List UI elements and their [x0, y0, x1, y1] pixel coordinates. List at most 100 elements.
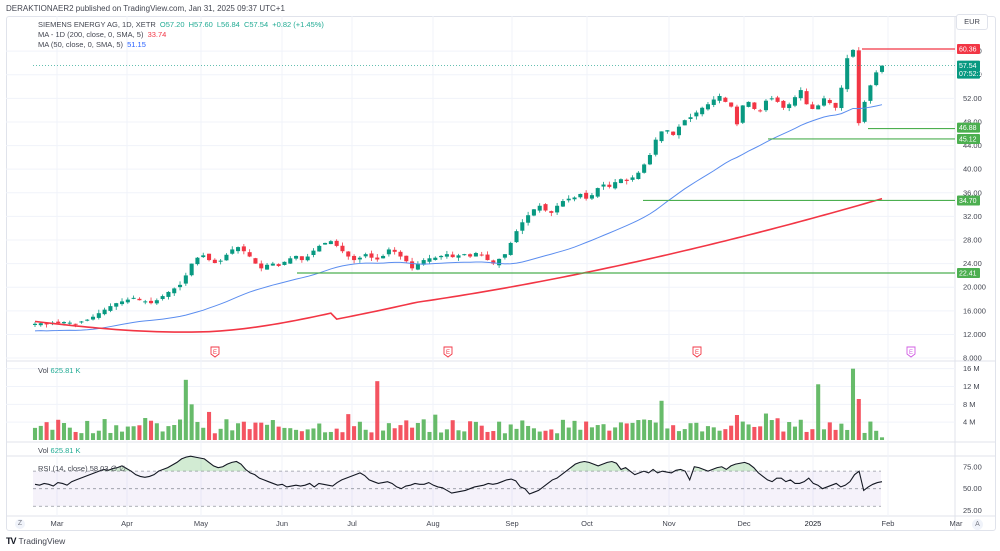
- auto-scale-button[interactable]: A: [972, 519, 983, 530]
- candle-body: [607, 184, 612, 187]
- brand-name: TradingView: [18, 536, 66, 546]
- volume-bar: [850, 368, 856, 440]
- earnings-marker-icon[interactable]: E: [443, 346, 453, 358]
- x-tick-label: Dec: [737, 519, 751, 528]
- candle-body: [479, 254, 484, 256]
- ohlc-change: +0.82 (+1.45%): [272, 20, 324, 29]
- volume-bar: [462, 431, 467, 440]
- candle-body: [537, 205, 542, 211]
- candle-body: [821, 98, 827, 106]
- price-label-support: 34.70: [957, 195, 980, 206]
- volume-bar: [270, 420, 275, 440]
- volume-legend-2[interactable]: Vol 625.81 K: [38, 446, 81, 455]
- rsi-tick-label: 75.00: [963, 462, 982, 471]
- candle-body: [618, 179, 623, 184]
- rsi-legend[interactable]: RSI (14, close) 58.03 ∅ ∅: [38, 464, 126, 473]
- volume-bar: [108, 432, 113, 440]
- volume-bar: [659, 400, 664, 440]
- volume-bar: [502, 433, 507, 440]
- candle-body: [166, 291, 171, 297]
- svg-text:22.41: 22.41: [959, 271, 977, 278]
- volume-bar: [119, 431, 125, 440]
- x-tick-label: Aug: [426, 519, 439, 528]
- candle-body: [543, 204, 548, 211]
- rsi-tick-label: 25.00: [963, 506, 982, 515]
- volume-bar: [607, 430, 612, 440]
- earnings-marker-icon[interactable]: E: [906, 346, 916, 358]
- price-label-support: 46.88: [957, 122, 980, 133]
- price-label-support: 45.12: [957, 133, 980, 144]
- ma50-legend[interactable]: MA (50, close, 0, SMA, 5) 51.15: [38, 40, 148, 49]
- x-tick-label: Jun: [276, 519, 288, 528]
- candle-body: [230, 249, 235, 254]
- tradingview-logo-icon: TV: [6, 536, 16, 546]
- x-tick-label: May: [194, 519, 208, 528]
- candle-body: [601, 184, 606, 187]
- x-tick-label: Nov: [662, 519, 676, 528]
- earnings-marker-icon[interactable]: E: [692, 346, 702, 358]
- currency-selector[interactable]: EUR: [956, 14, 988, 30]
- candle-body: [398, 251, 403, 257]
- candle-body: [189, 263, 194, 276]
- x-tick-label: 2025: [805, 519, 822, 528]
- earnings-marker-icon[interactable]: E: [210, 346, 220, 358]
- candle-body: [305, 256, 310, 261]
- volume-label-2: Vol: [38, 446, 49, 455]
- candle-body: [352, 255, 357, 261]
- volume-legend[interactable]: Vol 625.81 K: [38, 366, 81, 375]
- candle-body: [572, 197, 577, 200]
- volume-bar: [874, 430, 879, 440]
- ohlc-low: L56.84: [216, 20, 240, 29]
- candle-body: [468, 254, 473, 257]
- ma50-value: 51.15: [127, 40, 146, 49]
- candle-body: [201, 255, 206, 258]
- ma200-legend[interactable]: MA - 1D (200, close, 0, SMA, 5) 33.74: [38, 30, 168, 39]
- candle-body: [241, 246, 246, 252]
- candle-body: [334, 240, 339, 246]
- publisher-line: DERAKTIONAER2 published on TradingView.c…: [6, 4, 285, 13]
- candle-body: [299, 256, 304, 261]
- volume-bar: [758, 426, 763, 440]
- symbol-name[interactable]: SIEMENS ENERGY AG, 1D, XETR: [38, 20, 156, 29]
- volume-bar: [636, 420, 641, 440]
- candle-body: [531, 209, 536, 216]
- volume-bar: [804, 431, 809, 440]
- candle-body: [850, 49, 856, 57]
- candle-body: [526, 215, 531, 223]
- volume-tick-label: 12 M: [963, 382, 980, 391]
- timezone-button[interactable]: Z: [15, 519, 25, 529]
- candle-body: [276, 264, 281, 266]
- rsi-overbought-fill: [103, 456, 759, 473]
- rsi-line: [34, 455, 883, 495]
- candle-body: [665, 130, 670, 132]
- volume-bar: [160, 431, 165, 440]
- volume-bar: [613, 427, 618, 440]
- volume-bar: [642, 419, 647, 440]
- volume-bar: [102, 419, 107, 440]
- volume-bar: [647, 420, 652, 440]
- ohlc-open: O57.20: [159, 20, 185, 29]
- volume-bar: [781, 431, 786, 440]
- rsi-value: 58.03: [89, 464, 109, 473]
- volume-bar: [189, 404, 194, 440]
- candle-body: [172, 288, 177, 294]
- volume-bar: [346, 414, 351, 440]
- candle-body: [410, 261, 415, 269]
- volume-bar: [299, 431, 304, 440]
- candle-body: [311, 250, 316, 256]
- volume-bar: [381, 430, 386, 440]
- volume-bar: [688, 423, 693, 440]
- volume-bar: [253, 422, 258, 440]
- candle-body: [375, 257, 380, 260]
- candle-body: [578, 193, 583, 198]
- volume-bar: [195, 421, 200, 440]
- candle-body: [781, 100, 786, 108]
- volume-bar: [85, 420, 90, 440]
- candle-body: [148, 300, 154, 304]
- volume-bar: [340, 432, 345, 440]
- x-tick-label: Mar: [950, 519, 963, 528]
- price-tick-label: 40.00: [963, 165, 982, 174]
- candle-body: [195, 257, 200, 265]
- svg-text:E: E: [695, 350, 699, 356]
